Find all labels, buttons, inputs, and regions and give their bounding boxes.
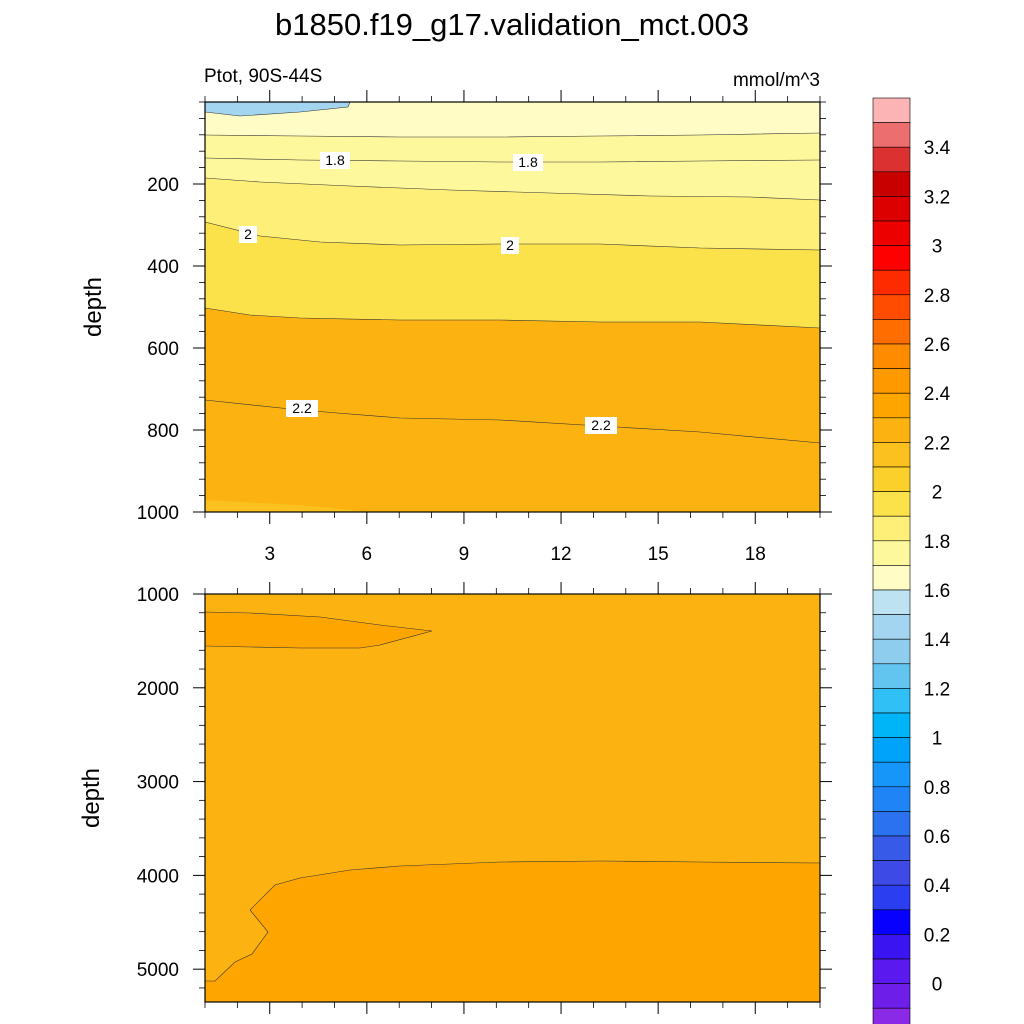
upper-axis-ticks: 3 6 9 12 15 18 200 400 600 800 1000: [137, 90, 832, 565]
colorbar-swatch: [872, 392, 911, 419]
upper-panel: 1.8 1.8 2 2 2.2 2.2 3 6 9 12 15 18 200 400 600 80…: [80, 90, 832, 565]
colorbar-swatch: [872, 565, 911, 591]
x-tick-label: 15: [648, 544, 669, 565]
region-label: Ptot, 90S-44S: [204, 66, 322, 87]
colorbar-label: 1: [932, 729, 943, 750]
colorbar-swatch: [872, 909, 911, 935]
lower-ylabel: depth: [78, 768, 105, 828]
colorbar-label: 2: [932, 483, 943, 504]
colorbar-label: 0: [932, 975, 943, 996]
colorbar-swatch: [872, 934, 911, 960]
upper-contour-labels: 1.8 1.8 2 2 2.2 2.2: [239, 152, 617, 434]
colorbar-swatch: [872, 515, 911, 542]
colorbar-swatch: [872, 269, 911, 296]
colorbar-swatch: [872, 786, 911, 812]
x-tick-label: 18: [745, 544, 766, 565]
colorbar-swatch: [872, 122, 911, 148]
lower-panel: 1000 2000 3000 4000 5000 depth: [78, 582, 832, 1014]
upper-ylabel: depth: [80, 277, 107, 337]
x-tick-label: 12: [550, 544, 571, 565]
colorbar-swatch: [872, 466, 911, 492]
y-tick-label: 200: [147, 175, 179, 196]
colorbar-swatch: [872, 712, 911, 738]
colorbar-swatch: [872, 688, 911, 714]
colorbar-label: 0.6: [924, 827, 950, 848]
colorbar-swatch: [872, 737, 911, 763]
colorbar-swatch: [872, 319, 911, 345]
colorbar-swatch: [872, 614, 911, 640]
colorbar-label: 2.4: [924, 384, 951, 405]
upper-contour-fill: [205, 102, 820, 512]
colorbar-swatch: [872, 171, 911, 197]
colorbar-label: 2.6: [924, 335, 950, 356]
contour-label: 1.8: [325, 152, 345, 168]
colorbar-swatch: [872, 638, 911, 665]
contour-label: 2: [506, 237, 514, 253]
upper-contour-lines: [204, 101, 821, 444]
contour-label: 1.8: [518, 154, 538, 170]
x-tick-label: 6: [362, 544, 373, 565]
colorbar-label: 2.2: [924, 433, 950, 454]
colorbar-swatch: [872, 220, 911, 246]
colorbar-label: 0.4: [924, 876, 951, 897]
colorbar-swatch: [872, 491, 911, 517]
lower-contour-lines: [204, 611, 821, 982]
colorbar-label: 3: [932, 237, 943, 258]
y-tick-label: 1000: [137, 585, 179, 606]
lower-plot-frame: [204, 593, 821, 1003]
colorbar-swatch: [872, 761, 911, 788]
colorbar-label: 1.8: [924, 532, 950, 553]
lower-axis-ticks: 1000 2000 3000 4000 5000: [137, 582, 832, 1014]
y-tick-label: 2000: [137, 679, 179, 700]
colorbar-label: 3.2: [924, 187, 950, 208]
y-tick-label: 800: [147, 421, 179, 442]
colorbar-label: 0.8: [924, 778, 950, 799]
colorbar-swatch: [872, 442, 911, 468]
units-label: mmol/m^3: [733, 70, 820, 91]
colorbar-swatch: [872, 860, 911, 886]
contour-label: 2.2: [292, 400, 312, 416]
lower-contour-fill: [205, 594, 820, 1002]
colorbar-swatch: [872, 343, 911, 369]
colorbar-label: 0.2: [924, 925, 950, 946]
colorbar-swatch: [872, 540, 911, 566]
colorbar-label: 2.8: [924, 286, 950, 307]
colorbar-label: 1.2: [924, 679, 950, 700]
colorbar-swatch: [872, 294, 911, 320]
figure-title: b1850.f19_g17.validation_mct.003: [275, 7, 749, 42]
colorbar-swatch: [872, 663, 911, 689]
colorbar-swatch: [872, 1007, 911, 1024]
colorbar-swatch: [872, 368, 911, 394]
colorbar-swatch: [872, 811, 911, 837]
y-tick-label: 400: [147, 257, 179, 278]
colorbar-label: 1.4: [924, 630, 951, 651]
contour-label: 2: [244, 226, 252, 242]
colorbar-label: 1.6: [924, 581, 950, 602]
contour-label: 2.2: [591, 417, 611, 433]
x-tick-label: 3: [264, 544, 275, 565]
colorbar-swatch: [872, 245, 911, 271]
colorbar-swatch: [872, 884, 911, 911]
colorbar-swatch: [872, 417, 911, 443]
colorbar-swatch: [872, 835, 911, 861]
colorbar-swatch: [872, 196, 911, 222]
y-tick-label: 4000: [137, 866, 179, 887]
y-tick-label: 600: [147, 339, 179, 360]
y-tick-label: 3000: [137, 773, 179, 794]
colorbar-swatch: [872, 983, 911, 1009]
colorbar-swatch: [872, 958, 911, 984]
colorbar-swatch: [872, 589, 911, 615]
y-tick-label: 1000: [137, 503, 179, 524]
colorbar-swatch: [872, 146, 911, 173]
y-tick-label: 5000: [137, 960, 179, 981]
colorbar-label: 3.4: [924, 138, 951, 159]
x-tick-label: 9: [459, 544, 470, 565]
colorbar: 3.4 3.2 3 2.8 2.6 2.4 2.2 2 1.8 1.6 1.4 1.2 1 0.8 0.6 0…: [872, 97, 951, 1024]
upper-plot-frame: [204, 101, 821, 513]
colorbar-swatch: [872, 97, 911, 123]
